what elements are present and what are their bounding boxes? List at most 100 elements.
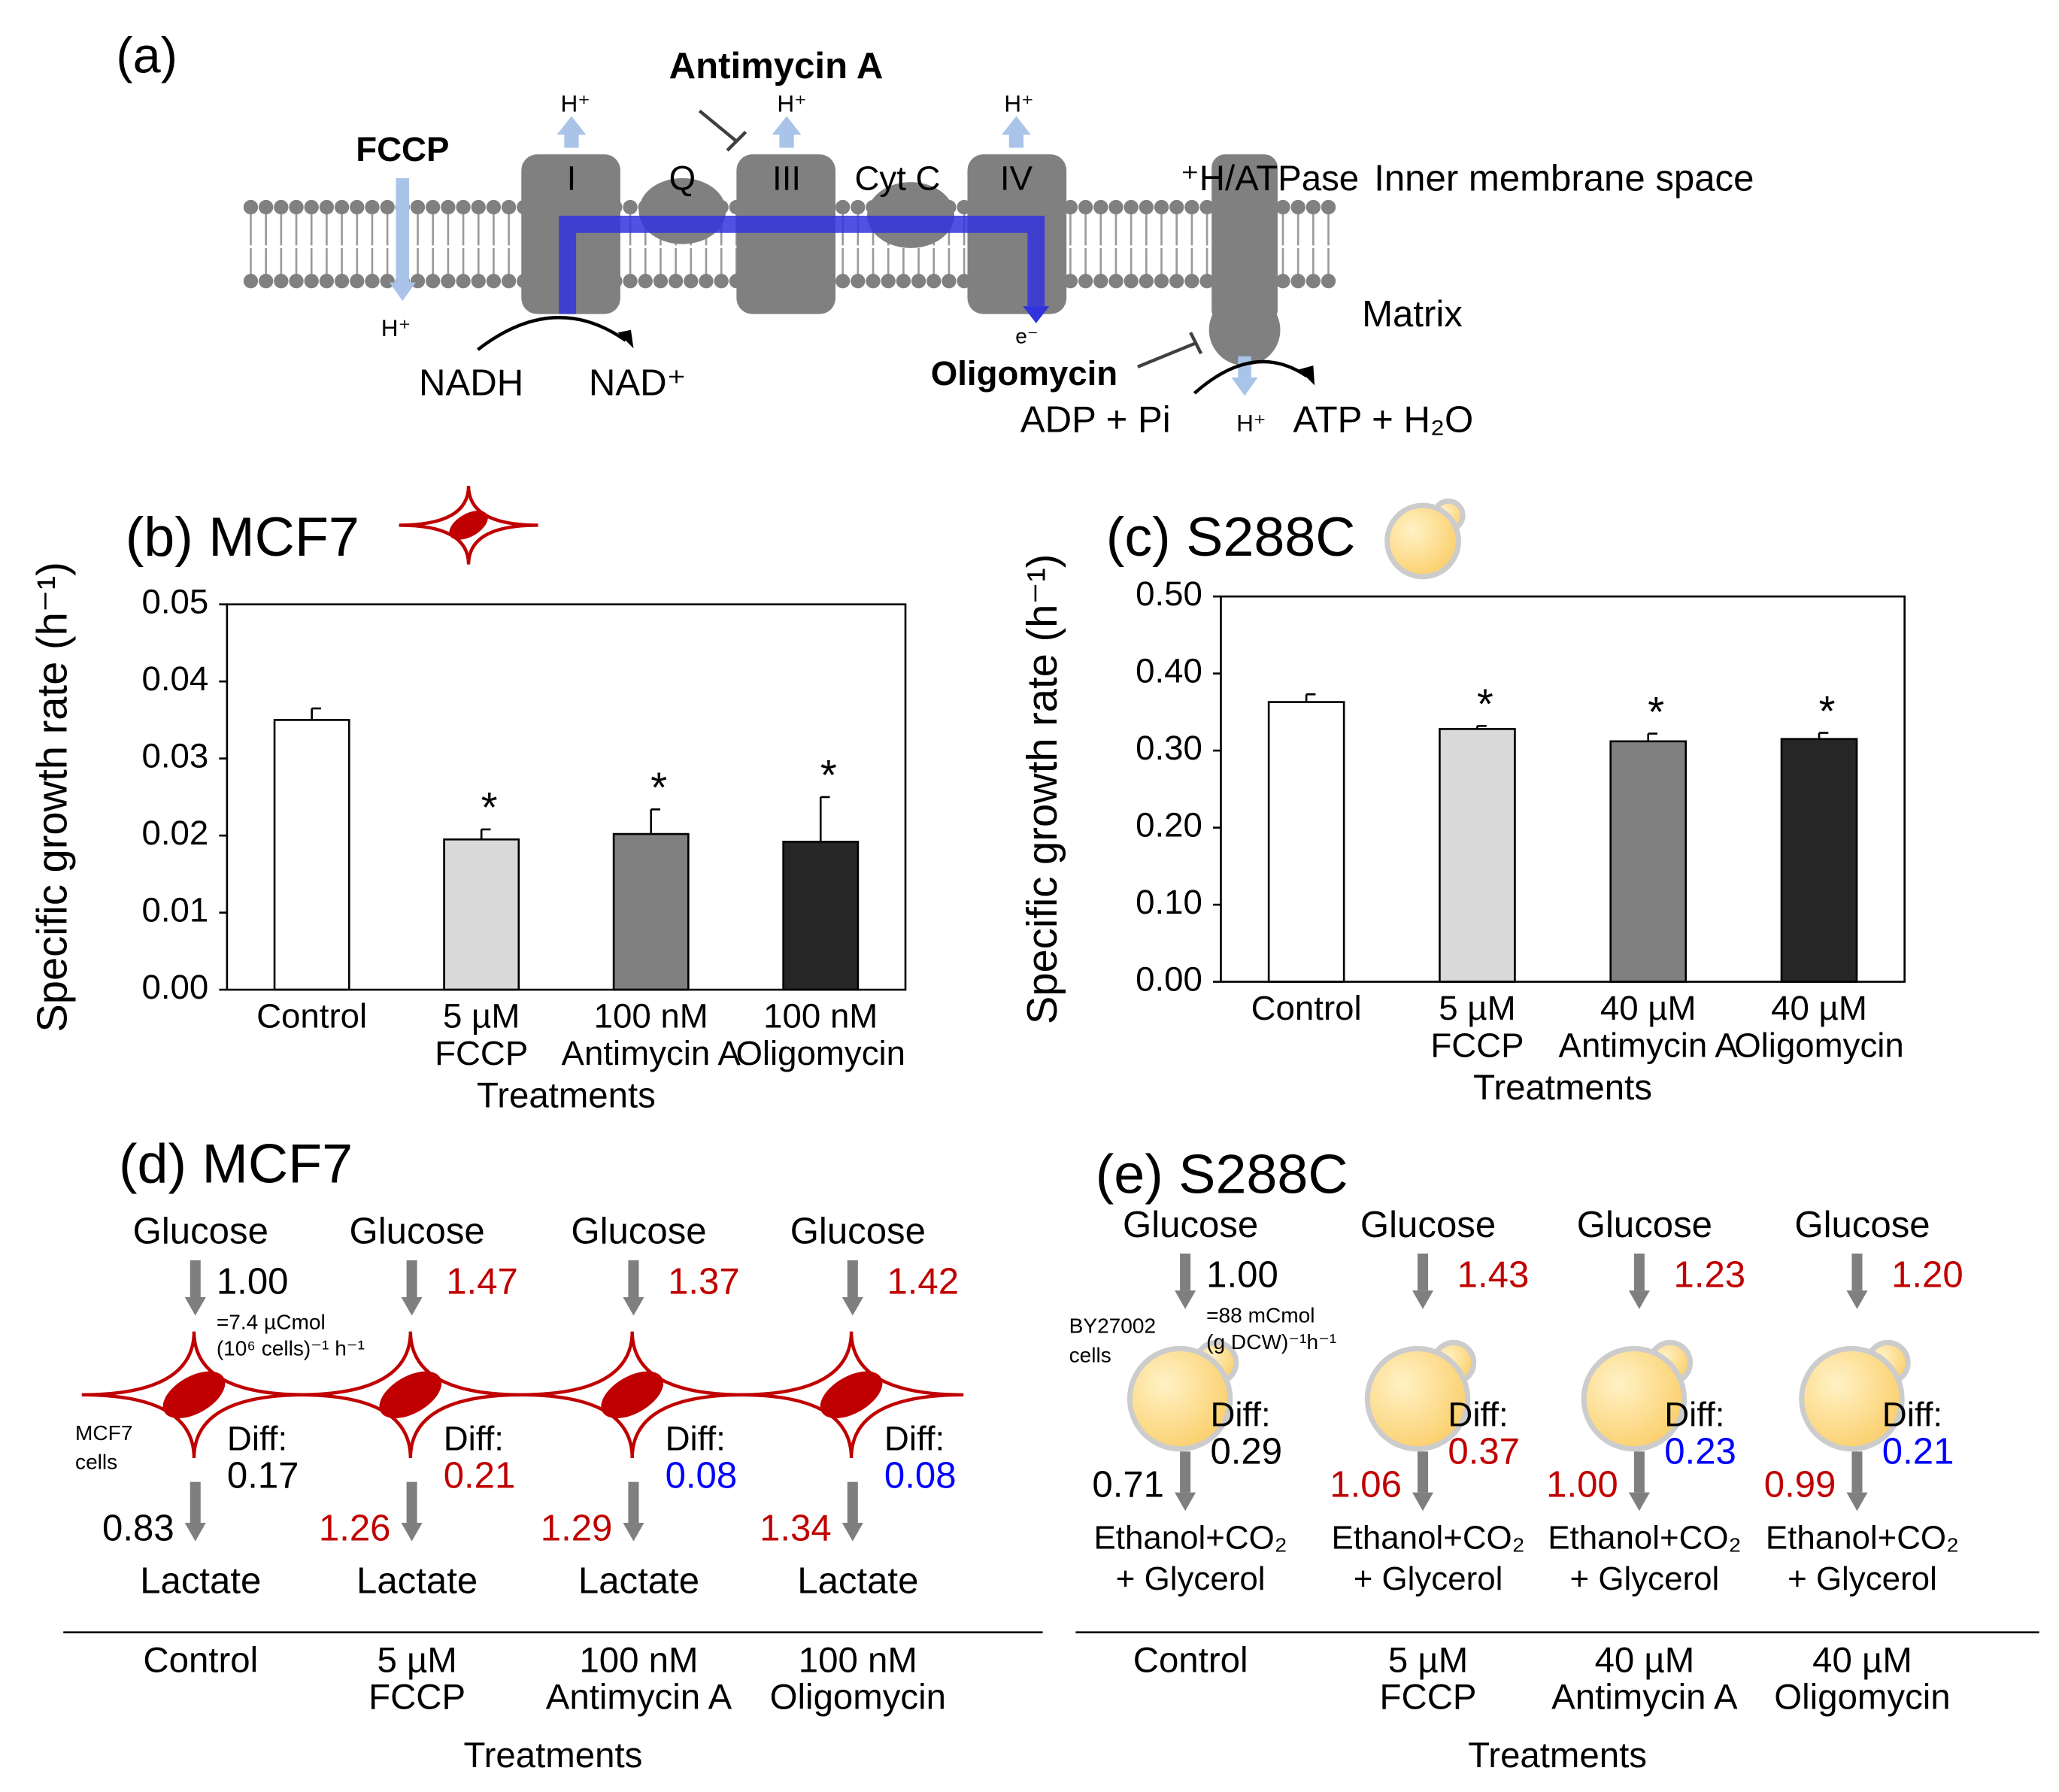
x-axis-label: Treatments bbox=[1473, 1068, 1652, 1108]
nucleus bbox=[379, 1371, 442, 1419]
lipid-head bbox=[1169, 199, 1184, 215]
lipid-head bbox=[653, 274, 669, 289]
lipid-head bbox=[684, 274, 699, 289]
lipid-head bbox=[1305, 274, 1321, 289]
chart-title: (c) S288C bbox=[1106, 505, 1356, 568]
lipid-head bbox=[1275, 199, 1290, 215]
lipid-head bbox=[426, 274, 441, 289]
y-tick-label: 0.00 bbox=[1136, 960, 1202, 999]
diagram-label: ⁺H/ATPase bbox=[1181, 159, 1359, 199]
treatment-label: Oligomycin bbox=[770, 1678, 946, 1718]
lipid-head bbox=[623, 199, 638, 215]
lipid-head bbox=[1078, 199, 1093, 215]
arrow-head bbox=[1175, 1492, 1196, 1512]
inhibitor bbox=[698, 109, 747, 152]
lipid-head bbox=[1108, 199, 1124, 215]
lipid-head bbox=[896, 274, 911, 289]
lipid-head bbox=[486, 199, 502, 215]
x-tick-label: Antimycin A bbox=[562, 1034, 741, 1072]
lipid-head bbox=[501, 274, 517, 289]
lipid-head bbox=[501, 199, 517, 215]
x-tick-label: 5 µM bbox=[1439, 989, 1515, 1027]
diff-value: 0.23 bbox=[1664, 1432, 1736, 1472]
lipid-head bbox=[668, 274, 684, 289]
lipid-head bbox=[1290, 199, 1305, 215]
reaction-arrow bbox=[477, 316, 627, 351]
x-tick-label: 40 µM bbox=[1600, 989, 1697, 1027]
diagram-label: Cyt C bbox=[854, 159, 940, 197]
uptake-flux: 1.20 bbox=[1891, 1255, 1963, 1296]
error-bar bbox=[819, 796, 830, 842]
uptake-flux: 1.42 bbox=[887, 1261, 959, 1302]
arrow-head bbox=[1023, 306, 1050, 323]
error-bar bbox=[311, 707, 321, 720]
cell-label: MCF7 bbox=[75, 1421, 132, 1445]
y-tick-label: 0.10 bbox=[1136, 883, 1202, 921]
treatment-label: FCCP bbox=[1380, 1678, 1477, 1718]
bar bbox=[1439, 728, 1516, 983]
unit-note: (g DCW)⁻¹h⁻¹ bbox=[1206, 1330, 1336, 1354]
diagram-label: Antimycin A bbox=[669, 46, 884, 86]
lipid-head bbox=[471, 199, 486, 215]
arrow-head bbox=[401, 1296, 423, 1316]
x-tick-label: Control bbox=[256, 997, 367, 1035]
diff-value: 0.21 bbox=[1882, 1432, 1954, 1472]
lipid-head bbox=[350, 274, 365, 289]
uptake-flux: 1.23 bbox=[1674, 1255, 1746, 1296]
y-axis-label: Specific growth rate (h⁻¹) bbox=[1018, 554, 1066, 1025]
diff-label: Diff: bbox=[1210, 1396, 1270, 1434]
x-tick-label: 100 nM bbox=[763, 997, 878, 1035]
product-flux: 1.26 bbox=[319, 1508, 391, 1549]
nucleus bbox=[449, 511, 488, 540]
diff-label: Diff: bbox=[1664, 1396, 1724, 1434]
bar bbox=[1609, 740, 1688, 983]
product-flux: 1.06 bbox=[1330, 1465, 1402, 1505]
arrow-head bbox=[841, 1523, 863, 1542]
diagram-label: H⁺ bbox=[381, 314, 411, 341]
arrow-head bbox=[1412, 1492, 1434, 1512]
diagram-label: ATP + H₂O bbox=[1293, 400, 1473, 441]
lipid-head bbox=[835, 199, 851, 215]
yeast-cell bbox=[1384, 502, 1461, 580]
arrow-head bbox=[623, 1523, 644, 1542]
lipid-head bbox=[441, 274, 456, 289]
lipid-head bbox=[274, 199, 289, 215]
treatment-label: Antimycin A bbox=[546, 1678, 732, 1718]
y-tick-label: 0.30 bbox=[1136, 729, 1202, 767]
lipid-head bbox=[289, 274, 304, 289]
bar bbox=[782, 841, 860, 991]
error-bar bbox=[1818, 732, 1829, 739]
lipid-head bbox=[866, 274, 881, 289]
nucleus bbox=[601, 1371, 664, 1419]
diagram-label: (a) bbox=[116, 29, 177, 84]
treatment-label: Antimycin A bbox=[1551, 1678, 1738, 1718]
lipid-head bbox=[471, 274, 486, 289]
bar bbox=[1267, 701, 1345, 983]
treatment-label: 5 µM bbox=[377, 1641, 456, 1681]
bar bbox=[273, 719, 350, 991]
uptake-flux: 1.37 bbox=[668, 1261, 740, 1302]
bar bbox=[612, 832, 690, 991]
arrow-head bbox=[772, 116, 802, 135]
diff-value: 0.37 bbox=[1448, 1432, 1520, 1472]
arrow-head bbox=[1299, 365, 1315, 386]
product: Ethanol+CO₂ bbox=[1548, 1519, 1741, 1556]
lipid-head bbox=[486, 274, 502, 289]
significance-mark: * bbox=[650, 764, 667, 811]
lipid-head bbox=[243, 274, 259, 289]
product: + Glycerol bbox=[1788, 1560, 1937, 1597]
cell-icon bbox=[399, 486, 538, 565]
treatment-label: 40 µM bbox=[1595, 1641, 1695, 1681]
treatment-label: Oligomycin bbox=[1774, 1678, 1950, 1718]
lipid-head bbox=[243, 199, 259, 215]
diff-value: 0.08 bbox=[666, 1455, 738, 1496]
y-tick-label: 0.02 bbox=[142, 814, 209, 852]
diagram-label: Oligomycin bbox=[931, 354, 1117, 393]
diagram-label: Inner membrane space bbox=[1374, 158, 1754, 199]
cell-label: cells bbox=[75, 1450, 117, 1473]
y-tick-label: 0.40 bbox=[1136, 652, 1202, 690]
y-tick-label: 0.04 bbox=[142, 659, 209, 698]
lipid-head bbox=[699, 274, 714, 289]
arrow-head bbox=[184, 1296, 206, 1316]
diagram-label: H⁺ bbox=[777, 90, 806, 117]
